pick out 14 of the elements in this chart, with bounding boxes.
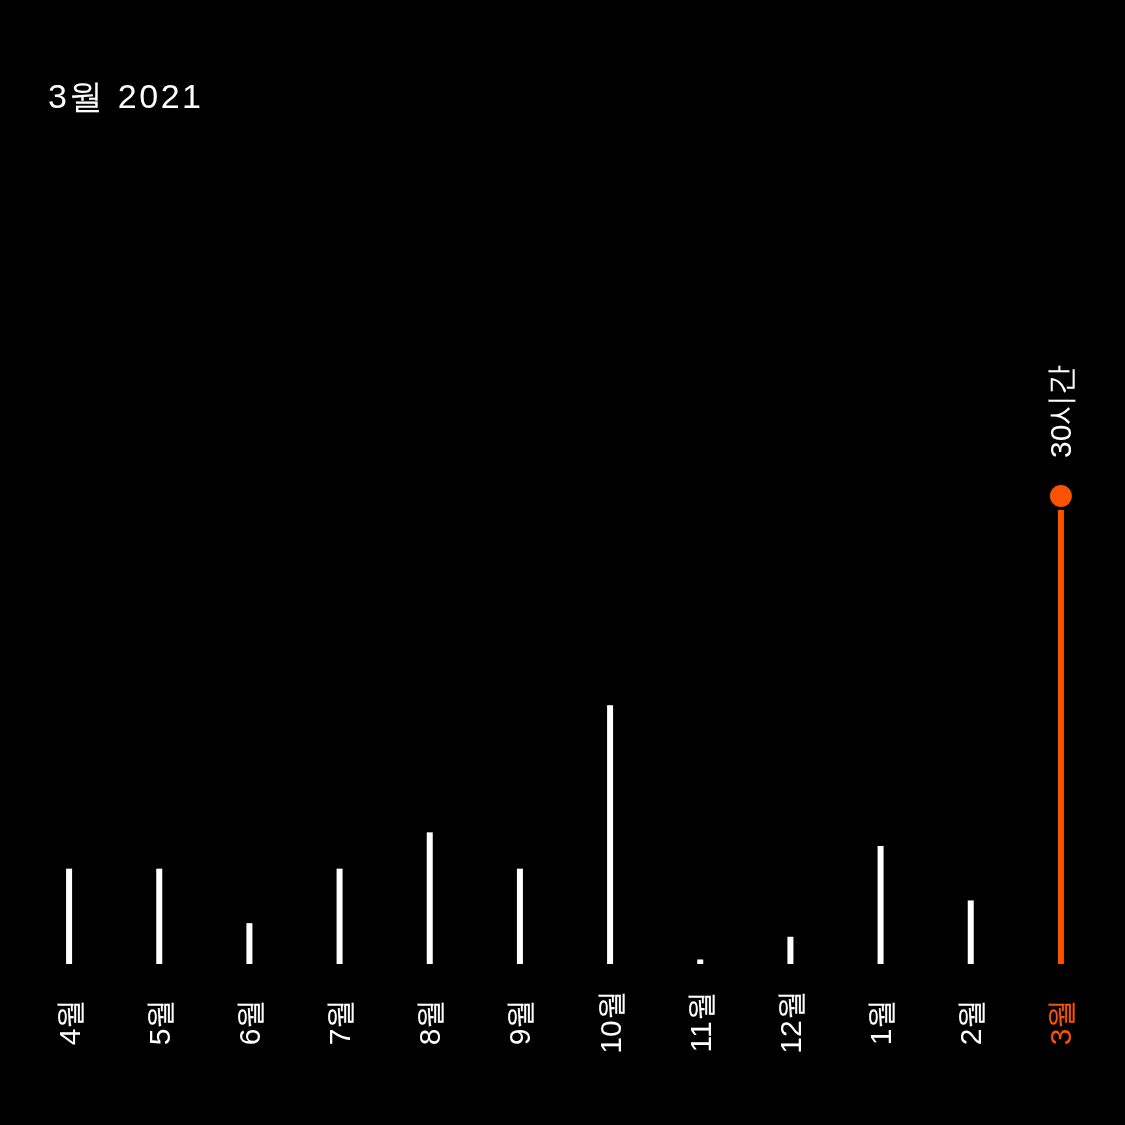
x-tick-label: 4월 (52, 998, 86, 1046)
x-tick-label: 11월 (683, 991, 717, 1053)
chart-title: 3월 2021 (48, 77, 204, 115)
x-tick-label: 8월 (413, 998, 447, 1046)
x-tick-label: 7월 (323, 998, 357, 1046)
x-tick-label: 5월 (142, 998, 176, 1046)
x-tick-label: 10월 (593, 990, 627, 1054)
x-tick-label: 12월 (773, 990, 807, 1054)
x-tick-label: 2월 (954, 998, 988, 1046)
x-tick-label: 1월 (864, 998, 898, 1046)
x-tick-label: 3월 (1044, 998, 1078, 1046)
x-tick-label: 9월 (503, 998, 537, 1046)
annotation: 30시간 (1044, 364, 1078, 458)
x-tick-label: 6월 (232, 998, 266, 1046)
